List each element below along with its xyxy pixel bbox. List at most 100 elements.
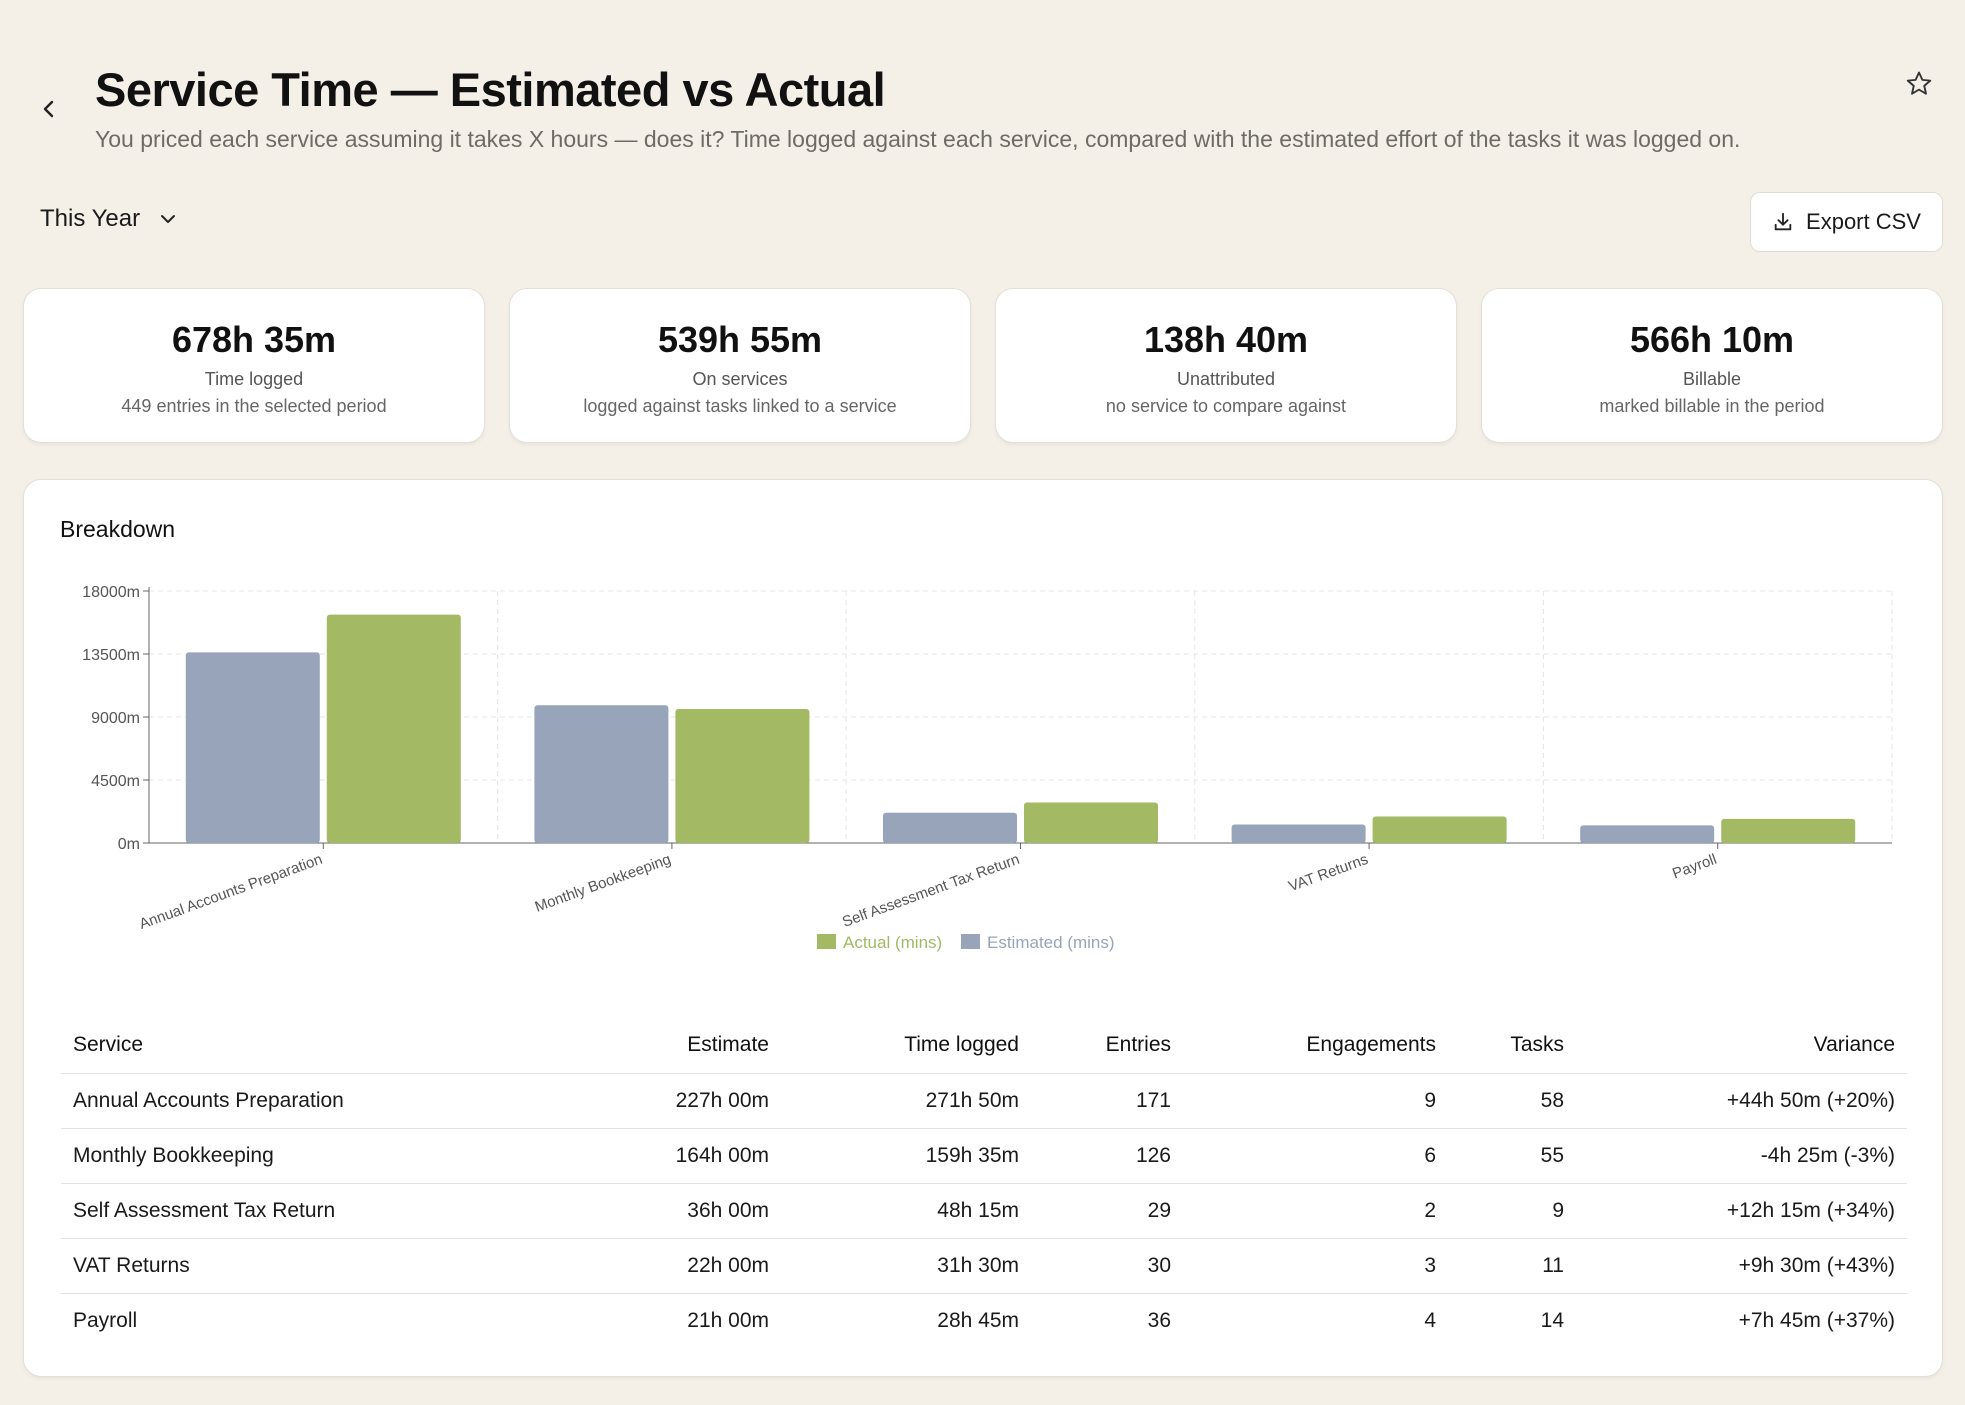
table-cell-engagements: 2 (1183, 1183, 1448, 1239)
stat-subtext: 449 entries in the selected period (121, 396, 387, 416)
stat-label: On services (692, 369, 788, 389)
export-csv-label: Export CSV (1806, 209, 1921, 234)
legend-label-actual: Actual (mins) (843, 933, 942, 952)
x-tick-label: VAT Returns (1286, 851, 1370, 895)
stat-card-billable: 566h 10m Billable marked billable in the… (1481, 288, 1943, 443)
table-cell-service: VAT Returns (61, 1238, 621, 1294)
bar-estimated (883, 812, 1017, 843)
stat-label: Time logged (204, 369, 304, 389)
column-header-estimate[interactable]: Estimate (621, 1017, 781, 1074)
table-cell-variance: +44h 50m (+20%) (1576, 1073, 1907, 1129)
table-row: Monthly Bookkeeping 164h 00m 159h 35m 126 6 5… (61, 1128, 1907, 1184)
y-tick-label: 0m (118, 836, 140, 853)
x-tick-label: Payroll (1670, 851, 1719, 883)
table-row: Payroll 21h 00m 28h 45m 36 4 14 +7h 45m (+37%) (61, 1293, 1907, 1348)
y-tick-label: 4500m (91, 773, 140, 790)
table-cell-entries: 30 (1031, 1238, 1183, 1294)
legend-swatch-estimated (961, 934, 980, 949)
table-row: VAT Returns 22h 00m 31h 30m 30 3 11 +9h 30m (+… (61, 1238, 1907, 1294)
legend-label-estimated: Estimated (mins) (987, 933, 1115, 952)
period-select-value: This Year (40, 205, 141, 232)
column-header-variance[interactable]: Variance (1576, 1017, 1907, 1074)
table-cell-entries: 171 (1031, 1073, 1183, 1129)
column-header-entries[interactable]: Entries (1031, 1017, 1183, 1074)
table-cell-variance: -4h 25m (-3%) (1576, 1128, 1907, 1184)
table-cell-entries: 36 (1147, 1308, 1171, 1332)
table-cell-service: Self Assessment Tax Return (61, 1183, 621, 1239)
table-cell-tasks: 9 (1448, 1183, 1576, 1239)
y-tick-label: 18000m (82, 584, 140, 601)
breakdown-panel: Breakdown 0m 4500m 9000m 13500m 18000m Annual… (23, 479, 1943, 1377)
x-tick-label: Self Assessment Tax Return (840, 851, 1022, 931)
export-csv-button[interactable]: Export CSV (1750, 192, 1943, 252)
legend-swatch-actual (817, 934, 836, 949)
table-row: Annual Accounts Preparation 227h 00m 271h … (61, 1073, 1907, 1129)
bar-actual (1721, 818, 1856, 843)
column-header-tasks[interactable]: Tasks (1448, 1017, 1576, 1074)
bar-estimated (185, 652, 320, 843)
page-subtitle: You priced each service assuming it take… (95, 126, 1741, 152)
table-cell-variance: +9h 30m (+43%) (1576, 1238, 1907, 1294)
favorite-button[interactable] (1903, 68, 1935, 100)
table-cell-time-logged: 271h 50m (781, 1073, 1031, 1129)
column-header-service[interactable]: Service (61, 1017, 621, 1074)
stat-label: Unattributed (1176, 369, 1276, 389)
stat-subtext: marked billable in the period (1599, 396, 1825, 416)
table-cell-engagements: 4 (1424, 1308, 1436, 1332)
breakdown-title: Breakdown (60, 516, 176, 542)
column-header-engagements[interactable]: Engagements (1183, 1017, 1448, 1074)
y-tick-label: 13500m (82, 647, 140, 664)
x-tick-label: Annual Accounts Preparation (137, 851, 325, 933)
column-header-time-logged[interactable]: Time logged (781, 1017, 1031, 1074)
table-cell-engagements: 6 (1183, 1128, 1448, 1184)
stat-value: 566h 10m (1629, 319, 1795, 360)
table-cell-time-logged: 159h 35m (781, 1128, 1031, 1184)
y-tick-label: 9000m (91, 710, 140, 727)
chevron-left-icon (43, 100, 54, 118)
table-cell-entries: 29 (1031, 1183, 1183, 1239)
table-cell-estimate: 227h 00m (621, 1073, 781, 1129)
table-cell-estimate: 21h 00m (687, 1308, 769, 1332)
table-cell-service: Payroll (73, 1308, 138, 1332)
table-row: Self Assessment Tax Return 36h 00m 48h 15m… (61, 1183, 1907, 1239)
table-cell-variance: +7h 45m (+37%) (1738, 1308, 1895, 1332)
period-select[interactable]: This Year (40, 205, 176, 233)
download-icon (1774, 212, 1792, 231)
table-cell-time-logged: 31h 30m (781, 1238, 1031, 1294)
stat-value: 539h 55m (657, 319, 823, 360)
stat-card-unattributed: 138h 40m Unattributed no service to comp… (995, 288, 1457, 443)
table-cell-service: Annual Accounts Preparation (61, 1073, 621, 1129)
table-cell-estimate: 22h 00m (621, 1238, 781, 1294)
table-cell-variance: +12h 15m (+34%) (1576, 1183, 1907, 1239)
back-button[interactable] (36, 96, 62, 122)
table-cell-estimate: 164h 00m (621, 1128, 781, 1184)
stat-card-time-logged: 678h 35m Time logged 449 entries in the … (23, 288, 485, 443)
table-cell-entries: 126 (1031, 1128, 1183, 1184)
stat-label: Billable (1682, 369, 1742, 389)
table-cell-tasks: 58 (1448, 1073, 1576, 1129)
bar-estimated (534, 705, 669, 843)
table-cell-time-logged: 48h 15m (781, 1183, 1031, 1239)
service-table: Service Estimate Time logged Entries Eng… (61, 1017, 1907, 1348)
stat-value: 138h 40m (1143, 319, 1309, 360)
stat-card-on-services: 539h 55m On services logged against task… (509, 288, 971, 443)
table-cell-time-logged: 28h 45m (937, 1308, 1019, 1332)
table-cell-service: Monthly Bookkeeping (61, 1128, 621, 1184)
table-cell-engagements: 3 (1183, 1238, 1448, 1294)
table-cell-engagements: 9 (1183, 1073, 1448, 1129)
table-cell-tasks: 55 (1448, 1128, 1576, 1184)
bar-actual (675, 708, 810, 843)
chevron-down-icon (161, 215, 176, 223)
table-cell-tasks: 14 (1540, 1308, 1564, 1332)
table-cell-tasks: 11 (1448, 1238, 1576, 1294)
bar-actual (326, 614, 461, 843)
table-header-row: Service Estimate Time logged Entries Eng… (61, 1017, 1907, 1074)
breakdown-chart: 0m 4500m 9000m 13500m 18000m Annual Accounts … (82, 584, 1893, 952)
stat-subtext: logged against tasks linked to a service (583, 396, 897, 416)
bar-estimated (1580, 825, 1715, 843)
bar-estimated (1231, 824, 1366, 843)
stat-subtext: no service to compare against (1105, 396, 1347, 416)
table-cell-estimate: 36h 00m (621, 1183, 781, 1239)
page-title: Service Time — Estimated vs Actual (95, 63, 886, 116)
bar-actual (1024, 802, 1158, 843)
